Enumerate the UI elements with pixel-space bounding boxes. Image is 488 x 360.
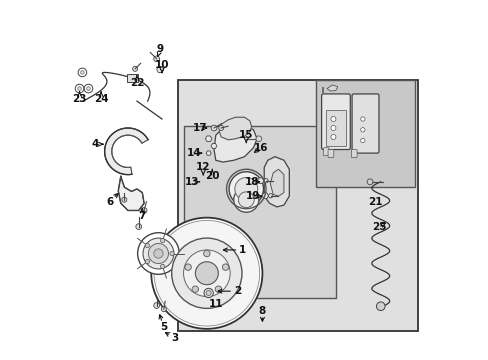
- Circle shape: [268, 194, 272, 198]
- Text: 25: 25: [371, 222, 386, 231]
- Text: 18: 18: [244, 177, 258, 187]
- Text: 8: 8: [258, 306, 265, 316]
- Circle shape: [153, 249, 163, 258]
- Circle shape: [141, 208, 147, 213]
- FancyBboxPatch shape: [126, 74, 138, 82]
- Text: 6: 6: [106, 197, 113, 207]
- Text: 4: 4: [92, 139, 99, 149]
- Circle shape: [264, 179, 267, 183]
- Circle shape: [211, 125, 217, 131]
- Text: 9: 9: [156, 44, 163, 54]
- Text: 22: 22: [129, 78, 144, 88]
- Circle shape: [161, 307, 166, 312]
- Circle shape: [122, 197, 126, 202]
- Circle shape: [222, 264, 228, 270]
- Text: 2: 2: [233, 286, 241, 296]
- Polygon shape: [156, 67, 163, 73]
- Circle shape: [137, 233, 179, 274]
- Polygon shape: [257, 178, 264, 184]
- Text: 16: 16: [253, 143, 267, 153]
- FancyBboxPatch shape: [351, 149, 356, 157]
- Circle shape: [228, 172, 263, 206]
- Text: 19: 19: [246, 191, 260, 201]
- Polygon shape: [262, 193, 268, 199]
- FancyBboxPatch shape: [327, 149, 333, 157]
- Circle shape: [145, 243, 149, 248]
- Polygon shape: [326, 85, 337, 91]
- Circle shape: [238, 192, 254, 208]
- Text: 7: 7: [138, 211, 146, 221]
- Text: 5: 5: [160, 322, 167, 332]
- Circle shape: [132, 66, 137, 71]
- Circle shape: [203, 250, 210, 257]
- Circle shape: [360, 117, 364, 121]
- FancyBboxPatch shape: [321, 94, 349, 149]
- FancyBboxPatch shape: [351, 94, 378, 153]
- Circle shape: [376, 302, 384, 311]
- Polygon shape: [118, 176, 144, 211]
- Circle shape: [255, 136, 261, 141]
- Circle shape: [330, 117, 335, 122]
- Circle shape: [215, 286, 221, 292]
- Polygon shape: [104, 128, 148, 175]
- Text: 10: 10: [155, 60, 169, 70]
- Circle shape: [136, 224, 142, 229]
- Circle shape: [145, 259, 149, 264]
- Bar: [178, 80, 418, 330]
- Polygon shape: [219, 117, 251, 140]
- Circle shape: [151, 218, 262, 329]
- Text: 20: 20: [204, 171, 219, 181]
- Circle shape: [169, 251, 174, 256]
- Bar: [183, 126, 335, 298]
- Circle shape: [81, 71, 84, 74]
- Polygon shape: [264, 157, 289, 207]
- Circle shape: [330, 134, 335, 139]
- Polygon shape: [205, 136, 211, 141]
- Circle shape: [192, 286, 198, 292]
- Text: 12: 12: [196, 162, 210, 172]
- Polygon shape: [321, 87, 323, 92]
- Text: 3: 3: [171, 333, 178, 343]
- Bar: [316, 80, 414, 187]
- Circle shape: [148, 243, 168, 264]
- Text: 17: 17: [192, 123, 206, 133]
- Text: 11: 11: [208, 299, 223, 309]
- Circle shape: [153, 303, 159, 309]
- Circle shape: [171, 238, 242, 309]
- Circle shape: [183, 250, 230, 297]
- Polygon shape: [211, 143, 217, 148]
- Polygon shape: [214, 125, 257, 162]
- Circle shape: [360, 128, 364, 132]
- Circle shape: [233, 187, 258, 212]
- Circle shape: [142, 238, 174, 269]
- Text: 13: 13: [185, 177, 199, 187]
- Circle shape: [78, 87, 81, 90]
- Polygon shape: [206, 151, 211, 155]
- Circle shape: [86, 87, 90, 90]
- Text: 1: 1: [239, 245, 246, 255]
- Text: 15: 15: [239, 130, 253, 140]
- Circle shape: [153, 56, 159, 62]
- FancyBboxPatch shape: [325, 110, 345, 146]
- Text: 21: 21: [367, 197, 382, 207]
- Circle shape: [218, 126, 223, 131]
- Text: 14: 14: [186, 148, 201, 158]
- Circle shape: [366, 179, 372, 185]
- Circle shape: [195, 262, 218, 285]
- Circle shape: [360, 138, 364, 143]
- Circle shape: [330, 126, 335, 131]
- Circle shape: [154, 220, 259, 326]
- Text: 23: 23: [72, 94, 86, 104]
- Circle shape: [234, 177, 257, 201]
- Circle shape: [184, 264, 191, 270]
- Circle shape: [160, 238, 164, 243]
- FancyBboxPatch shape: [323, 148, 328, 156]
- Circle shape: [206, 291, 211, 296]
- Circle shape: [203, 288, 213, 298]
- Circle shape: [160, 264, 164, 269]
- Polygon shape: [270, 169, 284, 196]
- Text: 24: 24: [94, 94, 108, 104]
